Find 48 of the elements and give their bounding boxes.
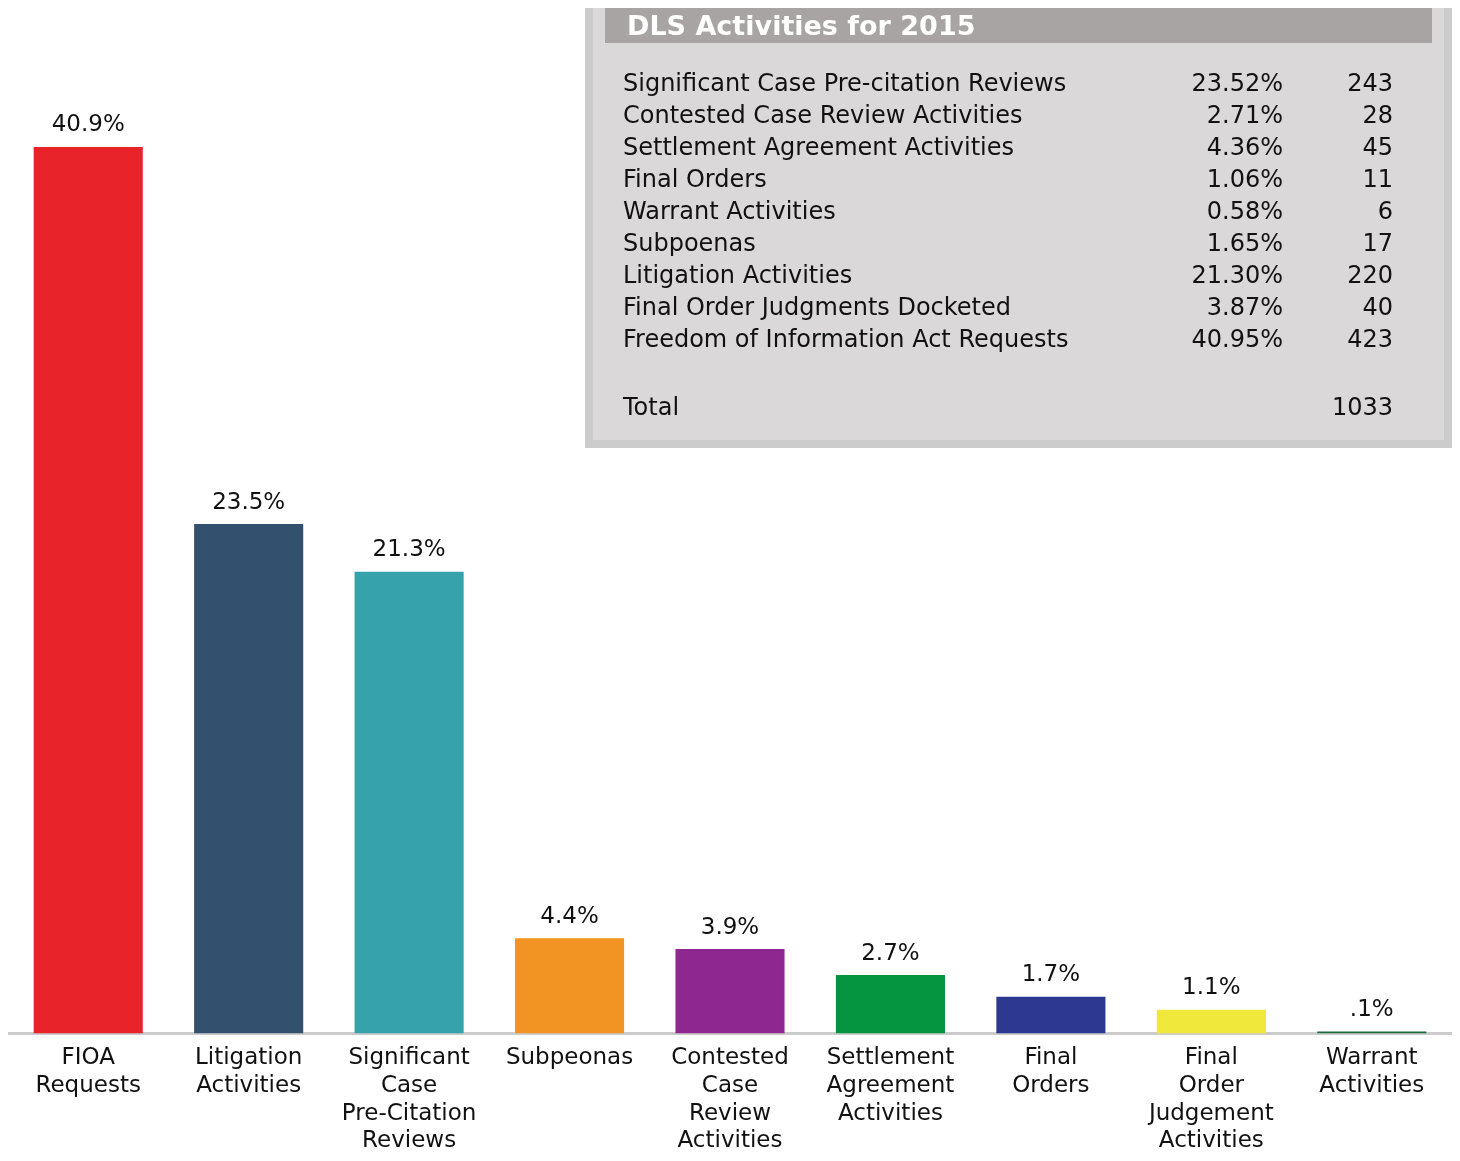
category-label: Total (623, 392, 681, 421)
data-label: 1033 (1283, 353, 1393, 421)
category-label: Settlement Agreement Activities (623, 132, 1016, 161)
data-label: 4.4% (540, 901, 599, 928)
data-label: 28 (1283, 97, 1393, 129)
data-label: 1.7% (1021, 960, 1081, 987)
x-tick-label: Contested Case Review Activities (671, 1043, 789, 1153)
data-label: 1.1% (1182, 973, 1241, 1000)
data-label: 17 (1283, 225, 1393, 257)
data-label: 243 (1283, 65, 1393, 97)
data-label: 21.3% (372, 535, 446, 562)
data-label: 0.58% (1168, 193, 1283, 225)
x-tick-label: Subpeonas (505, 1043, 634, 1070)
category-label: Litigation Activities (623, 260, 854, 289)
x-tick-label: Litigation Activities (194, 1043, 303, 1097)
category-label: Warrant Activities (623, 196, 837, 225)
data-label: 23.5% (212, 487, 286, 514)
data-label: 423 (1283, 321, 1393, 353)
text: DLS Activities for 2015 (601, 8, 1436, 47)
data-label: 11 (1283, 161, 1393, 193)
data-label: 2.7% (861, 938, 920, 965)
data-label: 6 (1283, 193, 1393, 225)
data-label: 220 (1283, 257, 1393, 289)
data-label: 4.36% (1168, 129, 1283, 161)
x-tick-label: Significant Case Pre-Citation Reviews (341, 1043, 477, 1153)
data-label: 45 (1283, 129, 1393, 161)
data-label: 23.52% (1168, 65, 1283, 97)
category-label: Final Orders (623, 164, 768, 193)
category-label: Final Order Judgments Docketed (623, 292, 1012, 321)
x-tick-label: Warrant Activities (1319, 1043, 1425, 1097)
data-label: 1.65% (1168, 225, 1283, 257)
category-label: Contested Case Review Activities (623, 100, 1024, 129)
category-label: Significant Case Pre-citation Reviews (623, 68, 1068, 97)
data-label: 21.30% (1168, 257, 1283, 289)
data-label: 40.9% (51, 110, 125, 137)
x-tick-label: Final Orders (1012, 1043, 1090, 1097)
category-label: Subpoenas (623, 228, 757, 257)
x-tick-label: Final Order Judgement Activities (1146, 1043, 1274, 1153)
data-label: 3.87% (1168, 289, 1283, 321)
data-label: .1% (1349, 994, 1394, 1021)
data-label: 40 (1283, 289, 1393, 321)
data-label: 1.06% (1168, 161, 1283, 193)
data-label: 3.9% (700, 912, 760, 939)
category-label: Freedom of Information Act Requests (623, 324, 1070, 353)
x-tick-label: FIOA Requests (35, 1043, 141, 1097)
data-label: 2.71% (1168, 97, 1283, 129)
data-label: 40.95% (1168, 321, 1283, 353)
x-tick-label: Settlement Agreement Activities (826, 1043, 955, 1125)
